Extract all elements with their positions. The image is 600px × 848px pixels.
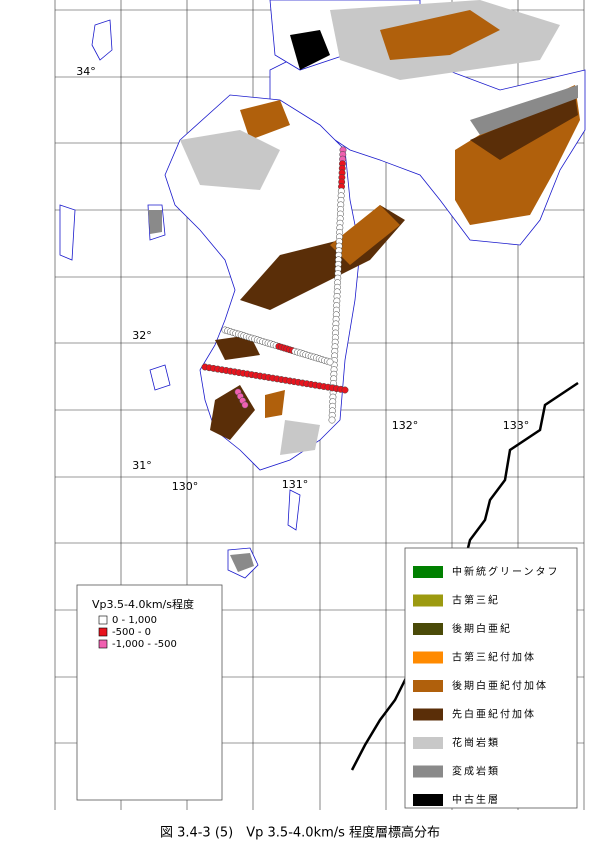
geology-label: 花崗岩類: [452, 736, 500, 749]
graticule-label: 34°: [76, 65, 96, 78]
profile-point: [341, 386, 349, 394]
geology-swatch: [413, 623, 443, 635]
graticule-label: 131°: [282, 478, 309, 491]
geology-label: 中新統グリーンタフ: [452, 565, 560, 578]
geology-legend: 中新統グリーンタフ古第三紀後期白亜紀古第三紀付加体後期白亜紀付加体先白亜紀付加体…: [413, 565, 560, 806]
geology-label: 変成岩類: [452, 765, 500, 778]
caption: 図 3.4-3 (5) Vp 3.5-4.0km/s 程度層標高分布: [160, 825, 440, 841]
point-legend-swatch: [98, 615, 108, 625]
profile-point: [241, 401, 249, 409]
land: [59, 0, 586, 579]
graticule-labels: 34° 32° 31° 130° 131° 132° 133°: [76, 65, 529, 493]
geology-swatch: [413, 566, 443, 578]
point-legend: 0 - 1,000-500 - 0-1,000 - -500: [98, 615, 177, 650]
geology-swatch: [413, 680, 443, 692]
geology-label: 後期白亜紀: [452, 622, 512, 635]
point-legend-label: 0 - 1,000: [112, 615, 157, 626]
profile-points: [201, 146, 349, 424]
point-legend-label: -500 - 0: [112, 627, 151, 638]
geology-swatch: [413, 651, 443, 664]
geology: [148, 0, 580, 572]
geology-label: 後期白亜紀付加体: [452, 679, 548, 692]
geology-swatch: [413, 794, 443, 806]
graticule-label: 130°: [172, 480, 199, 493]
geology-legend-box: [404, 547, 578, 809]
graticule-label: 133°: [503, 419, 530, 432]
point-legend-swatch: [98, 627, 108, 637]
geology-label: 古第三紀付加体: [452, 651, 536, 664]
geology-swatch: [413, 594, 443, 607]
geology-label: 古第三紀: [452, 594, 500, 607]
geology-label: 先白亜紀付加体: [452, 708, 536, 721]
point-legend-title: Vp3.5-4.0km/s程度: [92, 597, 194, 611]
point-legend-swatch: [98, 639, 108, 649]
point-legend-label: -1,000 - -500: [112, 639, 177, 650]
geology-swatch: [413, 765, 443, 778]
profile-point: [326, 358, 334, 366]
graticule-label: 32°: [132, 329, 152, 342]
geology-swatch: [413, 708, 443, 721]
geology-swatch: [413, 737, 443, 749]
profile-point: [328, 416, 336, 424]
graticule-label: 31°: [132, 459, 152, 472]
graticule-label: 132°: [392, 419, 419, 432]
geology-label: 中古生層: [452, 793, 500, 806]
